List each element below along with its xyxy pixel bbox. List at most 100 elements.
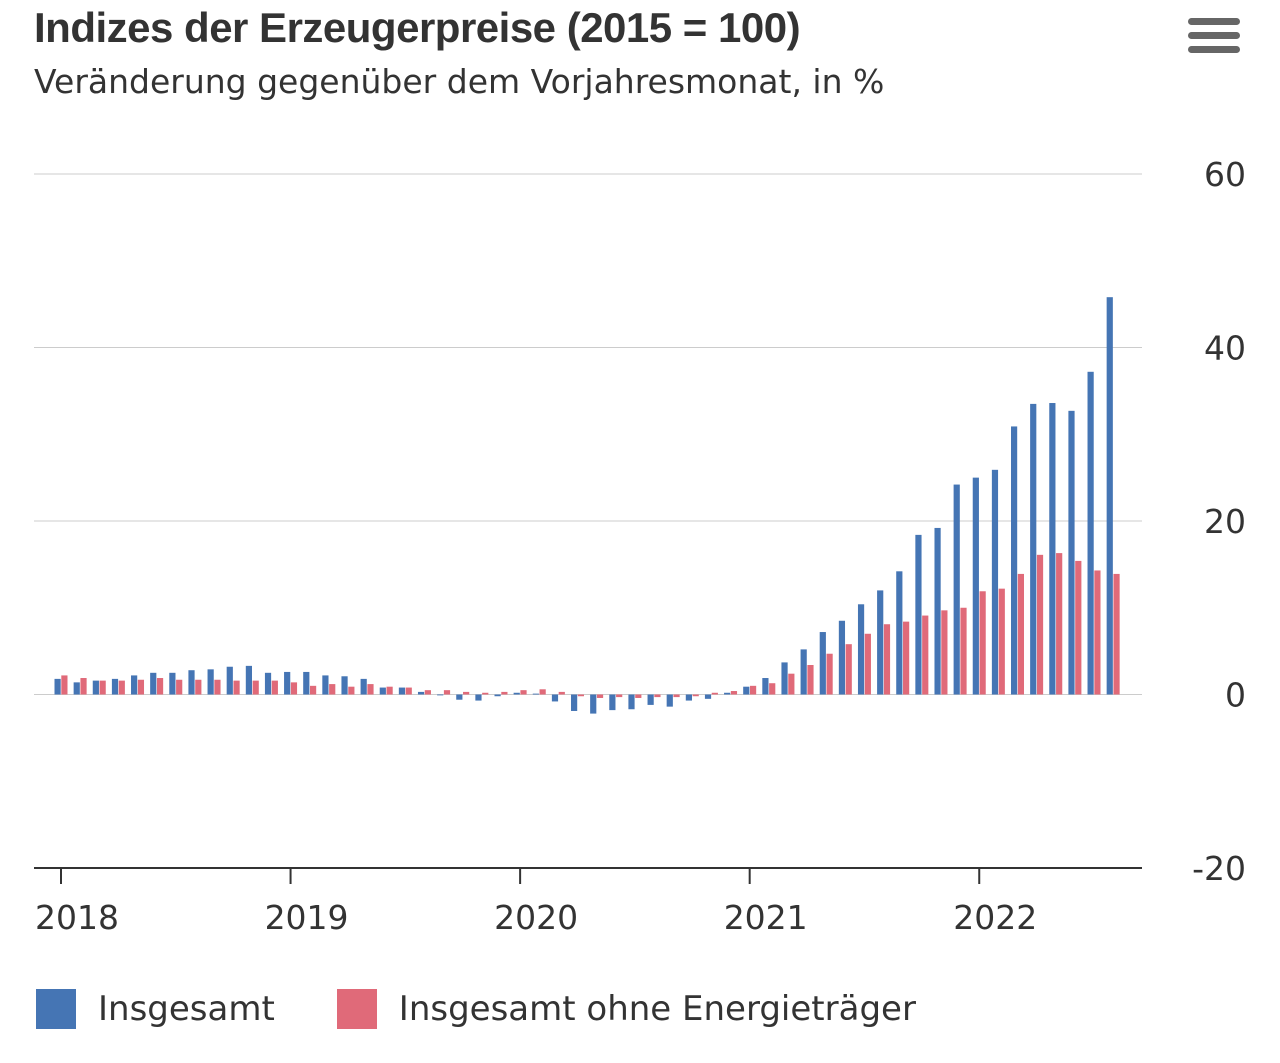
bar-insgesamt xyxy=(551,694,559,702)
y-axis-labels: 60 40 20 0 -20 xyxy=(1192,155,1246,888)
bar-ohne-energietraeger xyxy=(998,588,1005,695)
bar-insgesamt xyxy=(819,632,826,695)
bar-ohne-energietraeger xyxy=(577,694,585,697)
bar-insgesamt xyxy=(685,694,692,701)
bar-insgesamt xyxy=(475,694,482,701)
bar-ohne-energietraeger xyxy=(941,610,948,695)
bar-ohne-energietraeger xyxy=(424,690,431,695)
bar-insgesamt xyxy=(953,484,960,695)
bar-ohne-energietraeger xyxy=(769,683,776,695)
bar-insgesamt xyxy=(188,670,195,695)
bar-insgesamt xyxy=(1068,410,1075,695)
bar-ohne-energietraeger xyxy=(539,689,546,695)
bar-ohne-energietraeger xyxy=(271,680,278,695)
bar-ohne-energietraeger xyxy=(730,691,738,695)
bar-insgesamt xyxy=(704,694,712,699)
bar-ohne-energietraeger xyxy=(903,621,910,695)
bar-insgesamt xyxy=(571,694,578,711)
bar-ohne-energietraeger xyxy=(80,678,87,695)
bar-ohne-energietraeger xyxy=(214,679,221,695)
bar-ohne-energietraeger xyxy=(807,665,814,695)
bar-ohne-energietraeger xyxy=(826,653,833,695)
chart-subtitle: Veränderung gegenüber dem Vorjahresmonat… xyxy=(34,62,885,101)
bar-ohne-energietraeger xyxy=(348,686,355,695)
y-tick-label: 0 xyxy=(1225,676,1246,715)
bar-ohne-energietraeger xyxy=(654,694,661,698)
bar-insgesamt xyxy=(284,671,291,695)
bar-insgesamt xyxy=(111,678,119,695)
y-tick-label: 20 xyxy=(1204,502,1246,541)
bar-insgesamt xyxy=(207,669,214,695)
bar-ohne-energietraeger xyxy=(1056,553,1063,695)
bar-insgesamt xyxy=(800,649,807,695)
bar-insgesamt xyxy=(1011,426,1018,695)
bar-insgesamt xyxy=(169,672,176,695)
menu-bar xyxy=(1188,32,1240,39)
x-axis xyxy=(34,867,1142,884)
bar-insgesamt xyxy=(131,675,138,695)
x-tick-label: 2018 xyxy=(35,898,119,937)
bar-insgesamt xyxy=(245,665,252,695)
bar-insgesamt xyxy=(934,527,941,695)
bar-insgesamt xyxy=(724,692,731,695)
bar-insgesamt xyxy=(972,477,979,695)
bar-ohne-energietraeger xyxy=(749,685,757,695)
bar-insgesamt xyxy=(73,682,80,695)
bar-ohne-energietraeger xyxy=(463,691,470,695)
bar-insgesamt xyxy=(379,687,386,695)
bar-insgesamt xyxy=(360,678,367,695)
x-tick-label: 2021 xyxy=(724,898,808,937)
bar-ohne-energietraeger xyxy=(176,679,183,695)
bar-ohne-energietraeger xyxy=(960,607,967,695)
bar-ohne-energietraeger xyxy=(290,682,298,695)
bar-ohne-energietraeger xyxy=(1017,573,1024,695)
bar-insgesamt xyxy=(437,694,444,696)
bar-insgesamt xyxy=(54,678,61,695)
bar-insgesamt xyxy=(915,534,922,695)
bar-insgesamt xyxy=(1087,371,1094,695)
bar-insgesamt xyxy=(877,590,884,695)
bar-ohne-energietraeger xyxy=(520,690,527,695)
bar-insgesamt xyxy=(417,691,425,695)
bar-ohne-energietraeger xyxy=(692,694,699,697)
legend-item-insgesamt[interactable]: Insgesamt xyxy=(36,989,275,1029)
bar-insgesamt xyxy=(896,571,903,695)
bar-ohne-energietraeger xyxy=(443,690,451,695)
bar-insgesamt xyxy=(532,693,539,695)
bar-ohne-energietraeger xyxy=(558,691,565,695)
bar-ohne-energietraeger xyxy=(252,680,259,695)
bar-insgesamt xyxy=(398,687,406,695)
bar-insgesamt xyxy=(264,672,272,695)
bar-insgesamt xyxy=(303,671,310,695)
bar-ohne-energietraeger xyxy=(864,633,871,695)
y-tick-label: -20 xyxy=(1192,849,1246,888)
bar-ohne-energietraeger xyxy=(883,624,891,695)
bar-ohne-energietraeger xyxy=(616,694,623,698)
bars xyxy=(54,297,1120,714)
bar-ohne-energietraeger xyxy=(367,684,374,695)
x-axis-labels: 2018 2019 2020 2021 2022 xyxy=(35,898,1037,937)
bar-insgesamt xyxy=(494,694,501,697)
bar-insgesamt xyxy=(666,694,673,707)
bar-ohne-energietraeger xyxy=(1036,554,1044,695)
x-tick-label: 2019 xyxy=(265,898,349,937)
legend-item-ohne-energietraeger[interactable]: Insgesamt ohne Energieträger xyxy=(336,989,916,1029)
bar-ohne-energietraeger xyxy=(845,644,852,695)
bar-insgesamt xyxy=(1106,297,1113,695)
bar-insgesamt xyxy=(991,469,999,695)
bar-insgesamt xyxy=(513,692,520,695)
bar-ohne-energietraeger xyxy=(711,692,718,695)
bar-insgesamt xyxy=(762,678,769,695)
legend-swatch xyxy=(36,989,76,1029)
bar-insgesamt xyxy=(781,662,788,695)
bar-ohne-energietraeger xyxy=(137,679,145,695)
bar-chart: 60 40 20 0 -20 2018 2019 2020 2021 2022 xyxy=(34,155,1246,937)
bar-insgesamt xyxy=(92,680,99,695)
hamburger-menu-icon[interactable] xyxy=(1184,12,1244,60)
y-tick-label: 60 xyxy=(1204,155,1246,194)
legend-label: Insgesamt ohne Energieträger xyxy=(398,989,916,1029)
bar-ohne-energietraeger xyxy=(156,678,164,695)
bar-ohne-energietraeger xyxy=(233,680,240,695)
bar-insgesamt xyxy=(647,694,654,705)
bar-insgesamt xyxy=(226,666,233,695)
